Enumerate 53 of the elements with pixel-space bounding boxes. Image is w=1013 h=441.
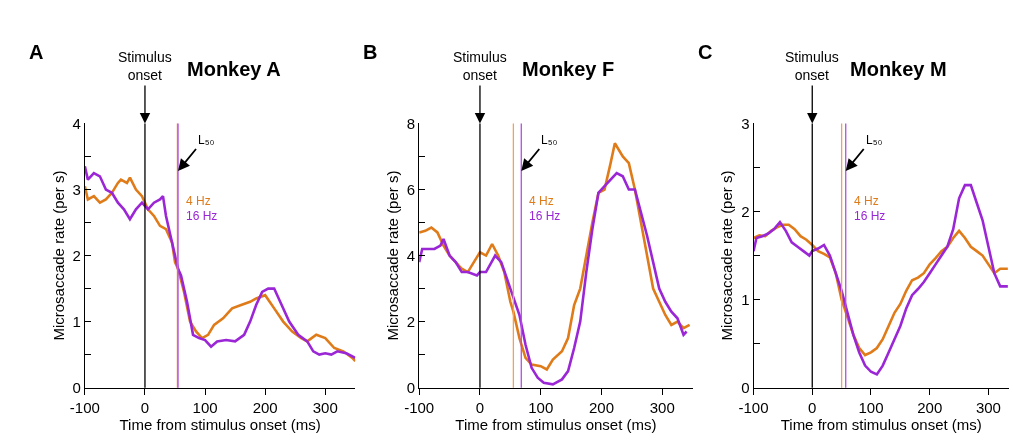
y-tick-label: 0 bbox=[741, 378, 750, 396]
text: B bbox=[363, 41, 378, 63]
ref-line-label: L₅₀ bbox=[198, 133, 215, 147]
text: 4 Hz bbox=[529, 194, 554, 208]
x-tick-label: 200 bbox=[588, 398, 615, 416]
y-tick-label: 2 bbox=[406, 312, 416, 330]
x-tick-label: -100 bbox=[69, 398, 100, 416]
text: 4 Hz bbox=[186, 194, 211, 208]
text: C bbox=[698, 41, 713, 63]
chart-title: Monkey M bbox=[850, 58, 947, 80]
y-tick-label: 1 bbox=[72, 312, 81, 330]
x-tick-label: 0 bbox=[808, 398, 817, 416]
x-tick-label: -100 bbox=[404, 398, 435, 416]
y-tick-label: 8 bbox=[406, 114, 416, 132]
text: A bbox=[29, 41, 44, 63]
x-tick-label: 300 bbox=[312, 398, 338, 416]
y-tick-label: 2 bbox=[741, 202, 750, 220]
y-tick-label: 0 bbox=[406, 378, 416, 396]
chart-title: Monkey A bbox=[187, 58, 281, 80]
x-tick-label: 300 bbox=[649, 398, 675, 416]
x-tick-label: 0 bbox=[475, 398, 485, 416]
x-axis-title: Time from stimulus onset (ms) bbox=[455, 415, 657, 433]
y-tick-label: 4 bbox=[72, 114, 81, 132]
x-tick-label: 200 bbox=[252, 398, 278, 416]
x-tick-label: -100 bbox=[738, 398, 769, 416]
y-axis-title: Microsaccade rate (per s) bbox=[718, 170, 736, 341]
x-tick-label: 100 bbox=[528, 398, 554, 416]
y-tick-label: 4 bbox=[406, 246, 416, 264]
y-tick-label: 2 bbox=[72, 246, 81, 264]
ref-line-label: Stimulus onset bbox=[118, 49, 172, 84]
x-axis-title: Time from stimulus onset (ms) bbox=[780, 415, 982, 433]
x-tick-label: 200 bbox=[917, 398, 943, 416]
text: 16 Hz bbox=[854, 209, 886, 223]
x-tick-label: 300 bbox=[975, 398, 1001, 416]
y-tick-label: 1 bbox=[741, 290, 750, 308]
y-tick-label: 3 bbox=[741, 114, 750, 132]
chart-title: Monkey F bbox=[522, 58, 615, 80]
text: 4 Hz bbox=[854, 194, 879, 208]
text: 16 Hz bbox=[529, 209, 561, 223]
x-tick-label: 0 bbox=[140, 398, 150, 416]
x-tick-label: 100 bbox=[858, 398, 884, 416]
x-tick-label: 100 bbox=[192, 398, 218, 416]
series-label: 16 Hz bbox=[186, 209, 218, 223]
ref-line-label: L₅₀ bbox=[866, 133, 883, 147]
y-axis-title: Microsaccade rate (per s) bbox=[384, 170, 402, 341]
y-tick-label: 3 bbox=[72, 180, 81, 198]
ref-line-label: Stimulus onset bbox=[785, 49, 839, 84]
y-axis-title: Microsaccade rate (per s) bbox=[49, 170, 67, 341]
ref-line-label: Stimulus onset bbox=[453, 49, 507, 84]
y-tick-label: 0 bbox=[72, 378, 81, 396]
ref-line-label: L₅₀ bbox=[541, 133, 558, 147]
x-axis-title: Time from stimulus onset (ms) bbox=[119, 415, 321, 433]
y-tick-label: 6 bbox=[406, 180, 416, 198]
